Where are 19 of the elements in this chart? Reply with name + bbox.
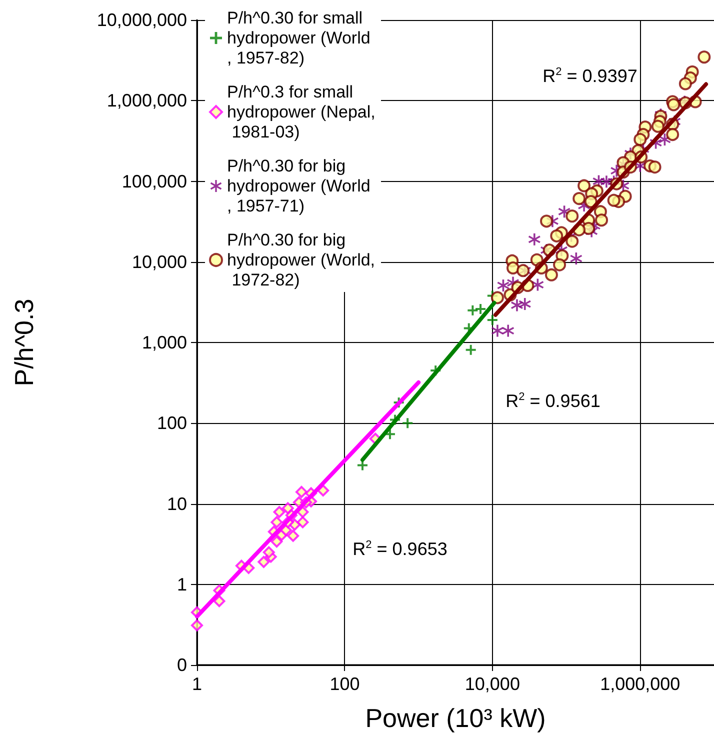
y-tick-label: 1 <box>176 574 187 594</box>
legend-label: P/h^0.30 for big hydropower (World, 1972-82) <box>227 230 376 290</box>
y-tick-label: 1,000 <box>142 332 187 352</box>
x-tick-label: 10,000 <box>464 674 520 694</box>
legend-label: P/h^0.30 for small hydropower (World , 1957-82) <box>227 8 376 68</box>
x-axis-title: Power (10³ kW) <box>365 703 546 733</box>
y-tick-label: 100,000 <box>122 171 187 192</box>
x-tick-label: 1 <box>192 674 202 694</box>
y-tick-label: 0 <box>176 655 187 675</box>
y-tick-label: 1,000,000 <box>106 90 187 111</box>
y-tick-label: 10,000 <box>132 252 187 272</box>
y-tick-label: 10 <box>166 494 187 514</box>
y-tick-label: 10,000,000 <box>96 10 187 30</box>
y-axis-title: P/h^0.3 <box>9 298 39 386</box>
x-tick-label: 100 <box>330 674 360 694</box>
x-tick-label: 1,000,000 <box>600 674 680 694</box>
y-tick-label: 100 <box>156 413 187 434</box>
legend-label: P/h^0.30 for big hydropower (World , 1957-71) <box>227 156 376 216</box>
legend-label: P/h^0.3 for small hydropower (Nepal, 1981-03) <box>227 82 376 142</box>
